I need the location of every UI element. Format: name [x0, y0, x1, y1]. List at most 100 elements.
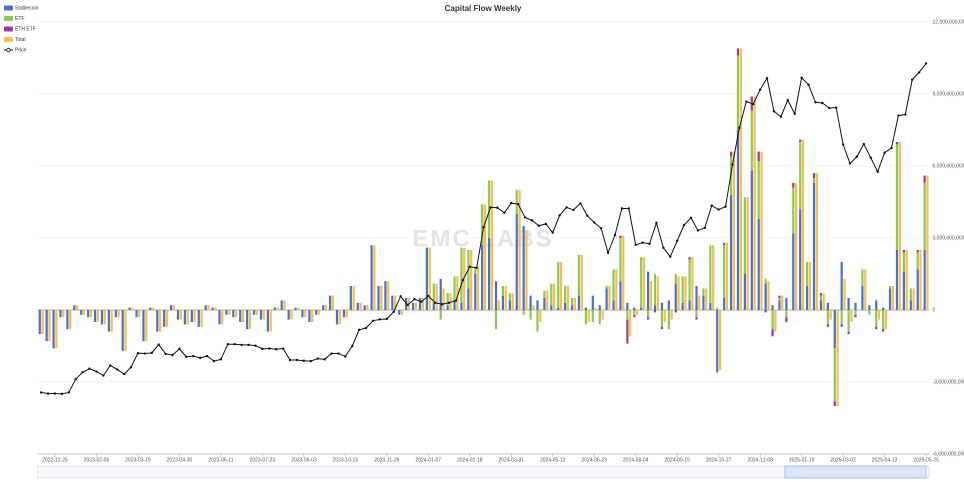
price-point	[516, 202, 520, 206]
price-point	[60, 392, 64, 396]
total-bar	[629, 310, 632, 337]
total-bar	[76, 305, 79, 310]
stacked-bar	[667, 310, 670, 330]
price-point	[579, 202, 582, 205]
price-point	[109, 364, 112, 367]
price-point	[143, 352, 147, 355]
stacked-bar	[771, 310, 774, 330]
price-point	[254, 344, 257, 347]
zoom-slider[interactable]	[37, 465, 930, 479]
price-point	[302, 359, 306, 362]
stacked-bar	[342, 310, 346, 318]
total-bar	[684, 276, 687, 310]
stacked-bar	[647, 271, 650, 310]
stacked-bar	[515, 190, 518, 214]
stacked-bar	[439, 278, 442, 310]
legend-swatch	[4, 16, 13, 21]
stacked-bar	[107, 310, 110, 332]
stacked-bar	[840, 310, 843, 325]
price-point	[606, 251, 610, 254]
stacked-bar	[66, 310, 69, 330]
stacked-bar	[626, 319, 629, 344]
price-point	[461, 278, 465, 282]
x-tick-label: 2023-10-15	[333, 457, 359, 463]
price-point	[537, 224, 541, 227]
total-bar	[649, 281, 653, 310]
stacked-bar	[847, 310, 850, 332]
price-point	[752, 102, 755, 106]
stacked-bar	[702, 295, 705, 310]
x-tick-label: 2025-03-02	[830, 457, 856, 463]
price-point	[862, 142, 866, 146]
price-point	[841, 143, 845, 146]
stacked-bar	[425, 247, 428, 310]
total-bar	[753, 96, 756, 311]
x-tick-label: 2023-11-26	[374, 457, 399, 463]
stacked-bar	[543, 290, 546, 298]
total-bar	[193, 310, 196, 322]
stacked-bar	[584, 307, 587, 310]
stacked-bar	[923, 175, 926, 183]
price-point	[129, 366, 133, 369]
total-bar	[276, 307, 279, 310]
total-bar	[905, 250, 908, 310]
total-bar	[89, 310, 93, 318]
total-bar	[746, 197, 749, 310]
zoom-window[interactable]	[784, 465, 927, 479]
stacked-bar	[833, 310, 836, 349]
total-bar	[304, 310, 307, 318]
total-bar	[808, 262, 812, 310]
total-bar	[82, 310, 86, 315]
price-point	[828, 106, 831, 110]
price-point	[275, 348, 278, 351]
price-point	[738, 126, 741, 130]
x-tick-label: 2024-06-23	[581, 457, 607, 463]
price-point	[316, 357, 319, 360]
total-bar	[317, 310, 321, 315]
total-bar	[290, 310, 293, 320]
total-bar	[421, 298, 424, 310]
total-bar	[394, 295, 397, 310]
total-bar	[214, 307, 217, 310]
total-bar	[539, 310, 542, 322]
total-bar	[815, 173, 818, 310]
total-bar	[670, 310, 673, 320]
total-bar	[864, 269, 867, 310]
stacked-bar	[778, 298, 781, 301]
price-point	[620, 207, 624, 210]
price-point	[233, 343, 236, 346]
stacked-bar	[812, 178, 816, 183]
price-point	[53, 392, 57, 395]
stacked-bar	[626, 310, 629, 320]
price-point	[523, 216, 527, 219]
price-point	[198, 356, 202, 360]
total-bar	[919, 250, 922, 310]
price-point	[496, 206, 499, 209]
stacked-bar	[225, 310, 228, 315]
stacked-bar	[183, 310, 187, 325]
stacked-bar	[570, 298, 574, 306]
price-point	[212, 359, 216, 363]
stacked-bar	[757, 218, 760, 310]
stacked-bar	[785, 298, 788, 310]
stacked-bar	[633, 307, 636, 310]
stacked-bar	[792, 187, 795, 234]
stacked-bar	[895, 144, 899, 250]
stacked-bar	[771, 305, 774, 310]
price-point	[39, 391, 43, 394]
stacked-bar	[888, 286, 892, 289]
stacked-bar	[169, 305, 173, 310]
stacked-bar	[792, 182, 795, 188]
legend: Stablecoin ETF ETH ETF Total Price	[4, 5, 39, 53]
total-bar	[497, 300, 500, 310]
stacked-bar	[875, 300, 878, 310]
stacked-bar	[799, 209, 802, 310]
stacked-bar	[363, 305, 366, 310]
stacked-bar	[45, 310, 48, 342]
stacked-bar	[736, 55, 740, 130]
price-point	[558, 214, 561, 217]
price-point	[364, 326, 368, 330]
x-tick-label: 2023-02-05	[84, 457, 110, 463]
total-bar	[566, 286, 570, 310]
